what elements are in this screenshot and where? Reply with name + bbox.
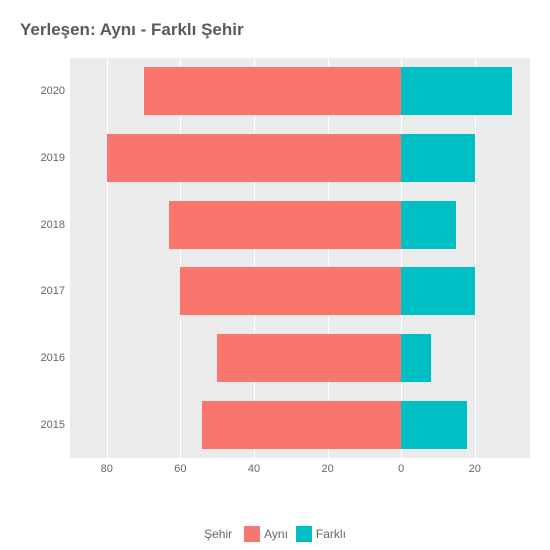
bar-ayni — [169, 201, 401, 249]
x-tick-label: 40 — [248, 463, 260, 475]
legend: Şehir Aynı Farklı — [0, 526, 550, 542]
bar-row — [70, 267, 530, 315]
bar-ayni — [107, 134, 401, 182]
y-tick-label: 2015 — [30, 419, 65, 431]
bar-farkli — [401, 67, 511, 115]
x-tick-label: 20 — [321, 463, 333, 475]
bar-row — [70, 401, 530, 449]
legend-label-ayni: Aynı — [264, 527, 288, 541]
bar-row — [70, 134, 530, 182]
legend-swatch-ayni — [244, 526, 260, 542]
bar-farkli — [401, 334, 430, 382]
grid-line — [328, 58, 329, 458]
bar-row — [70, 334, 530, 382]
chart-container: Yerleşen: Aynı - Farklı Şehir 80 60 40 20 0 2… — [0, 0, 550, 550]
y-tick-label: 2020 — [30, 85, 65, 97]
x-tick-label: 20 — [469, 463, 481, 475]
grid-line — [254, 58, 255, 458]
legend-label-farkli: Farklı — [316, 527, 346, 541]
bar-ayni — [144, 67, 402, 115]
y-tick-label: 2019 — [30, 152, 65, 164]
grid-line — [475, 58, 476, 458]
plot-area: 80604020020202020192018201720162015 — [30, 58, 530, 488]
y-tick-label: 2018 — [30, 219, 65, 231]
legend-item-ayni: Aynı — [244, 526, 288, 542]
x-tick-label: 0 — [398, 463, 404, 475]
grid-line — [401, 58, 402, 458]
x-tick-label: 80 — [101, 463, 113, 475]
plot-background — [70, 58, 530, 458]
bar-farkli — [401, 134, 475, 182]
chart-title: Yerleşen: Aynı - Farklı Şehir — [20, 20, 530, 40]
y-tick-label: 2016 — [30, 352, 65, 364]
bar-ayni — [202, 401, 401, 449]
bar-farkli — [401, 201, 456, 249]
bar-row — [70, 67, 530, 115]
grid-line — [107, 58, 108, 458]
bar-farkli — [401, 401, 467, 449]
legend-swatch-farkli — [296, 526, 312, 542]
grid-line — [180, 58, 181, 458]
bar-farkli — [401, 267, 475, 315]
bar-row — [70, 201, 530, 249]
bar-ayni — [180, 267, 401, 315]
x-tick-label: 60 — [174, 463, 186, 475]
legend-title: Şehir — [204, 527, 232, 541]
bar-ayni — [217, 334, 401, 382]
legend-item-farkli: Farklı — [296, 526, 346, 542]
y-tick-label: 2017 — [30, 285, 65, 297]
